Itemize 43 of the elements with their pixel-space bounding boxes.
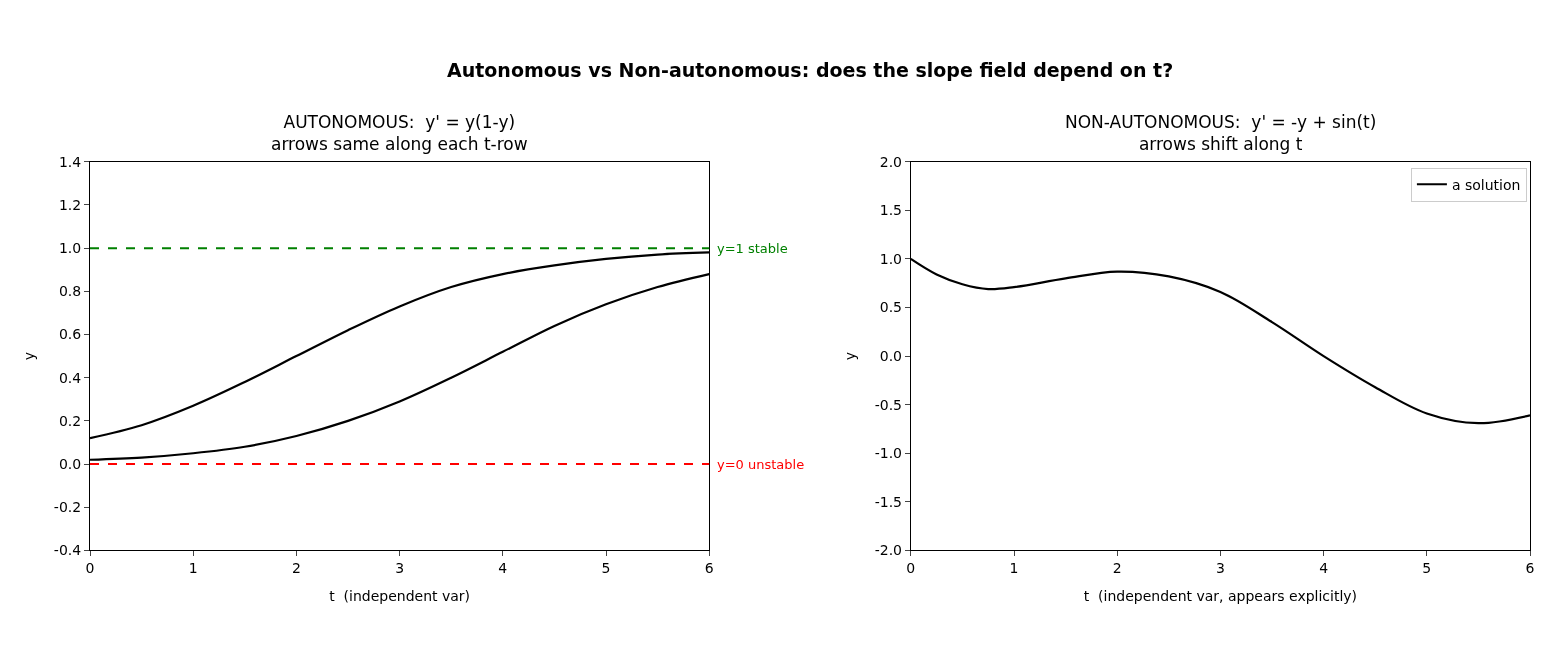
x-tick-label: 0 <box>906 560 916 577</box>
x-tick-label: 3 <box>1215 560 1225 577</box>
ref-line-label: y=0 unstable <box>717 457 805 472</box>
x-axis-title: t (independent var) <box>329 587 471 604</box>
y-tick-label: 1.2 <box>58 196 82 213</box>
y-tick-label: -0.2 <box>53 499 82 516</box>
x-tick-label: 4 <box>1319 560 1329 577</box>
y-tick-label: 0.6 <box>58 326 82 343</box>
ref-line-label: y=1 stable <box>717 241 788 256</box>
text: Autonomous vs Non-autonomous: does the slope field depend on t? <box>447 59 1174 81</box>
y-tick-label: 1.0 <box>879 250 902 267</box>
y-tick-label: 0.4 <box>58 369 82 386</box>
x-tick-label: 4 <box>498 560 508 577</box>
x-tick-label: 5 <box>601 560 611 577</box>
y-tick-label: 1.5 <box>879 202 902 219</box>
x-tick-label: 6 <box>704 560 714 577</box>
y-tick-label: 2.0 <box>879 153 902 170</box>
y-tick-label: -2.0 <box>874 542 902 559</box>
y-tick-label: -1.5 <box>874 493 902 510</box>
x-tick-label: 1 <box>1009 560 1019 577</box>
x-tick-label: 2 <box>1112 560 1122 577</box>
x-tick-label: 2 <box>291 560 301 577</box>
y-tick-label: -1.0 <box>874 445 902 462</box>
y-tick-label: 0.0 <box>879 348 902 364</box>
y-tick-label: 0.5 <box>879 299 902 316</box>
y-tick-label: -0.4 <box>53 542 82 559</box>
y-axis-title: y <box>842 351 859 361</box>
y-tick-label: 0.2 <box>58 412 82 429</box>
x-tick-label: 5 <box>1422 560 1432 577</box>
legend-label: a solution <box>1451 176 1521 193</box>
x-tick-label: 6 <box>1525 560 1535 577</box>
chart-title: AUTONOMOUS: y' = y(1-y) arrows same along each t-row <box>271 112 528 155</box>
y-tick-label: -0.5 <box>874 396 902 413</box>
y-tick-label: 1.0 <box>58 240 82 257</box>
x-tick-label: 3 <box>395 560 405 577</box>
x-tick-label: 0 <box>85 560 95 577</box>
y-tick-label: 0.8 <box>58 283 82 300</box>
x-tick-label: 1 <box>188 560 198 577</box>
y-axis-title: y <box>21 351 38 361</box>
y-tick-label: 1.4 <box>58 153 82 170</box>
y-tick-label: 0.0 <box>58 455 82 472</box>
x-axis-title: t (independent var, appears explicitly) <box>1083 587 1358 604</box>
chart-title: NON-AUTONOMOUS: y' = -y + sin(t) arrows shift along t <box>1065 112 1377 155</box>
